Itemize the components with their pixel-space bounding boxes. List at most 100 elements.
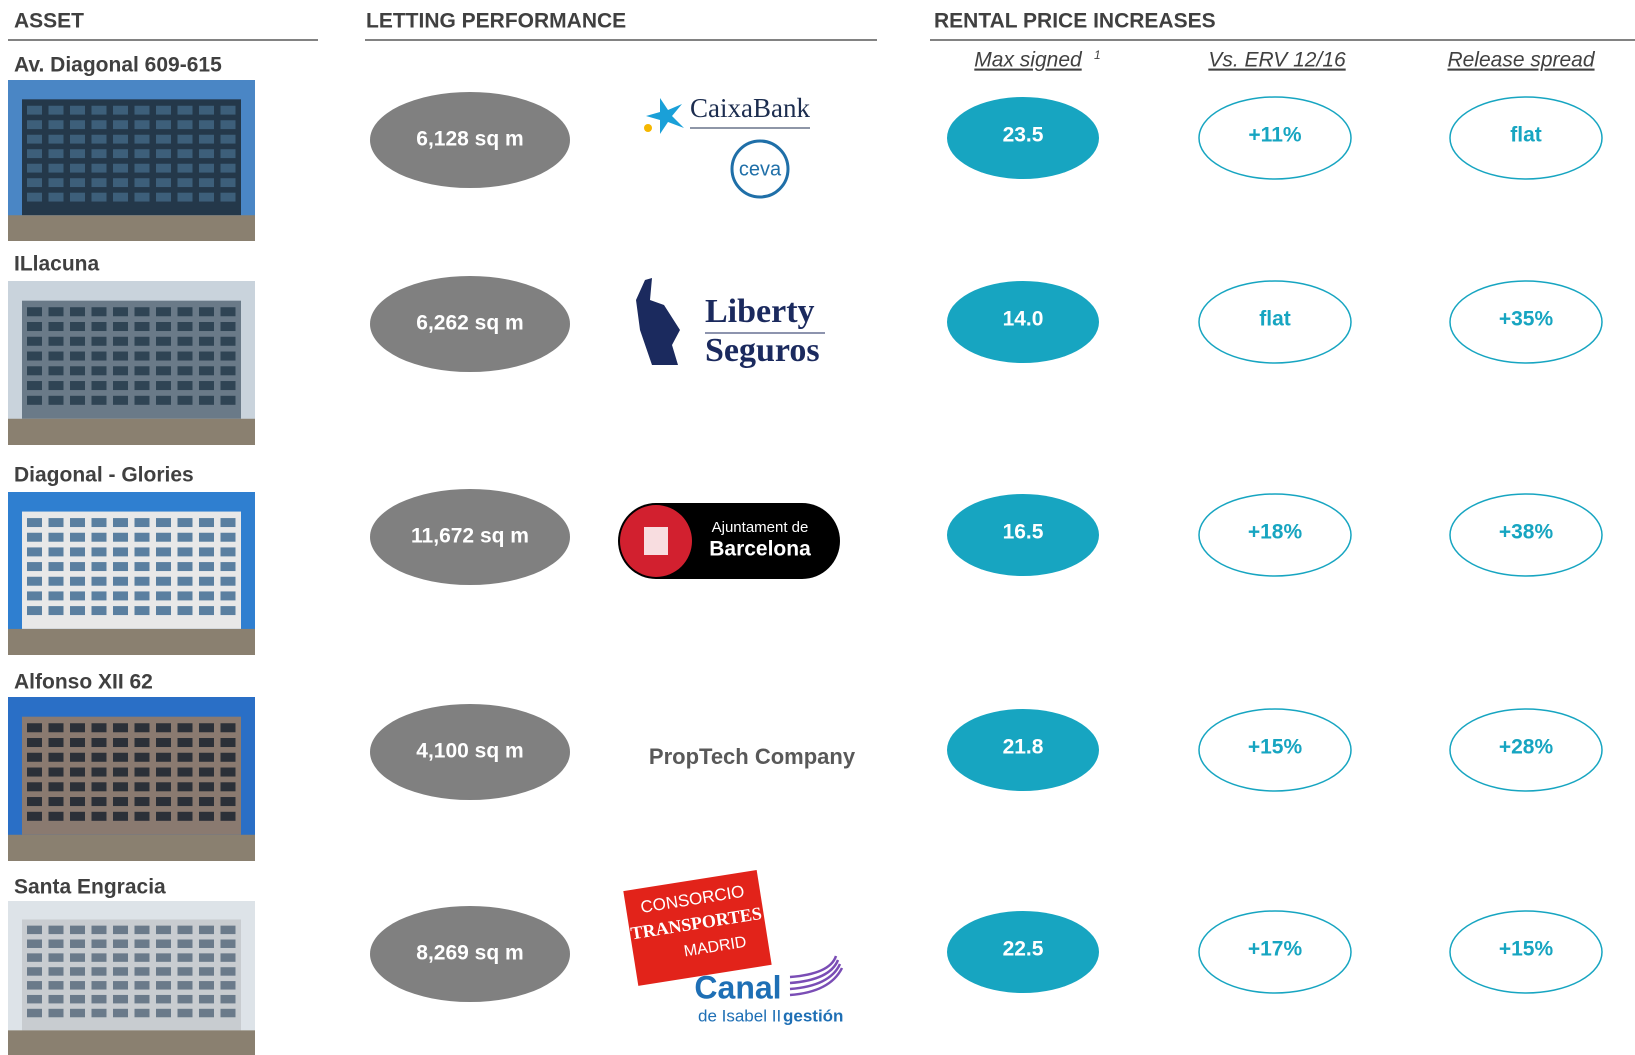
tenant-logo: Ajuntament de [712, 519, 809, 536]
photo-window [70, 981, 85, 990]
photo-window [70, 782, 85, 792]
photo-window [220, 336, 236, 346]
photo-window [177, 562, 193, 572]
photo-window [48, 518, 64, 528]
photo-window [113, 547, 128, 557]
photo-window [91, 518, 107, 528]
photo-window [70, 967, 85, 976]
photo-window [220, 381, 236, 391]
photo-window [113, 797, 128, 807]
photo-window [199, 994, 214, 1004]
vs-erv-badge [1198, 280, 1352, 364]
photo-window [27, 532, 42, 542]
photo-window [91, 562, 107, 572]
photo-window [199, 322, 214, 332]
area-value: 8,269 sq m [416, 942, 523, 965]
photo-ground [8, 628, 255, 655]
subheader-max-signed: Max signed [974, 49, 1083, 72]
photo-window [220, 192, 236, 202]
vs-erv-value: +15% [1248, 736, 1303, 759]
photo-window [199, 752, 214, 762]
photo-window [177, 606, 193, 616]
photo-window [27, 767, 42, 777]
photo-window [27, 591, 42, 601]
canal-wave [789, 955, 838, 979]
photo-window [177, 752, 193, 762]
photo-window [177, 591, 193, 601]
photo-window [220, 1008, 236, 1018]
photo-window [113, 178, 128, 188]
photo-window [113, 307, 128, 317]
photo-window [177, 149, 193, 159]
vs-erv-value: +17% [1248, 938, 1303, 961]
photo-window [113, 767, 128, 777]
photo-window [91, 532, 107, 542]
header-asset: ASSET [14, 10, 84, 33]
photo-window [156, 149, 171, 159]
photo-window [134, 381, 150, 391]
photo-window [91, 994, 107, 1004]
photo-window [134, 723, 150, 733]
photo-window [91, 925, 107, 935]
asset-photo [8, 901, 255, 1055]
photo-window [156, 163, 171, 173]
photo-window [220, 351, 236, 361]
photo-window [113, 811, 128, 821]
photo-window [177, 366, 193, 376]
photo-window [48, 576, 64, 586]
photo-window [48, 939, 64, 948]
asset-photo [8, 697, 255, 861]
photo-window [134, 336, 150, 346]
photo-window [199, 395, 214, 405]
photo-window [220, 562, 236, 572]
photo-window [48, 547, 64, 557]
photo-window [177, 192, 193, 202]
release-spread-value: +38% [1499, 521, 1554, 544]
photo-window [156, 811, 171, 821]
vs-erv-badge [1198, 708, 1352, 792]
photo-window [70, 925, 85, 935]
photo-window [27, 1008, 42, 1018]
subheader-release-spread: Release spread [1447, 49, 1595, 72]
canal-wave [789, 967, 844, 997]
photo-window [156, 192, 171, 202]
photo-window [70, 322, 85, 332]
release-spread-badge [1449, 493, 1603, 577]
photo-window [156, 782, 171, 792]
tenant-logo: gestión [783, 1006, 843, 1025]
photo-window [91, 606, 107, 616]
tenant-logo: ceva [739, 158, 782, 180]
photo-window [91, 967, 107, 976]
photo-window [48, 351, 64, 361]
photo-window [27, 366, 42, 376]
photo-window [27, 981, 42, 990]
photo-window [156, 767, 171, 777]
photo-window [177, 532, 193, 542]
photo-window [220, 149, 236, 159]
vs-erv-badge [1198, 96, 1352, 180]
photo-window [134, 134, 150, 144]
release-spread-value: +15% [1499, 938, 1554, 961]
photo-window [156, 105, 171, 115]
photo-window [48, 149, 64, 159]
photo-window [220, 967, 236, 976]
photo-window [134, 178, 150, 188]
photo-window [220, 120, 236, 130]
photo-window [220, 782, 236, 792]
photo-window [177, 738, 193, 748]
photo-window [156, 981, 171, 990]
photo-window [156, 738, 171, 748]
photo-window [156, 723, 171, 733]
photo-window [156, 576, 171, 586]
photo-window [113, 322, 128, 332]
photo-window [220, 547, 236, 557]
photo-window [177, 336, 193, 346]
photo-window [177, 134, 193, 144]
photo-window [156, 322, 171, 332]
photo-window [27, 925, 42, 935]
photo-window [48, 562, 64, 572]
area-badge [370, 489, 570, 585]
photo-window [199, 381, 214, 391]
photo-window [177, 395, 193, 405]
photo-window [27, 381, 42, 391]
